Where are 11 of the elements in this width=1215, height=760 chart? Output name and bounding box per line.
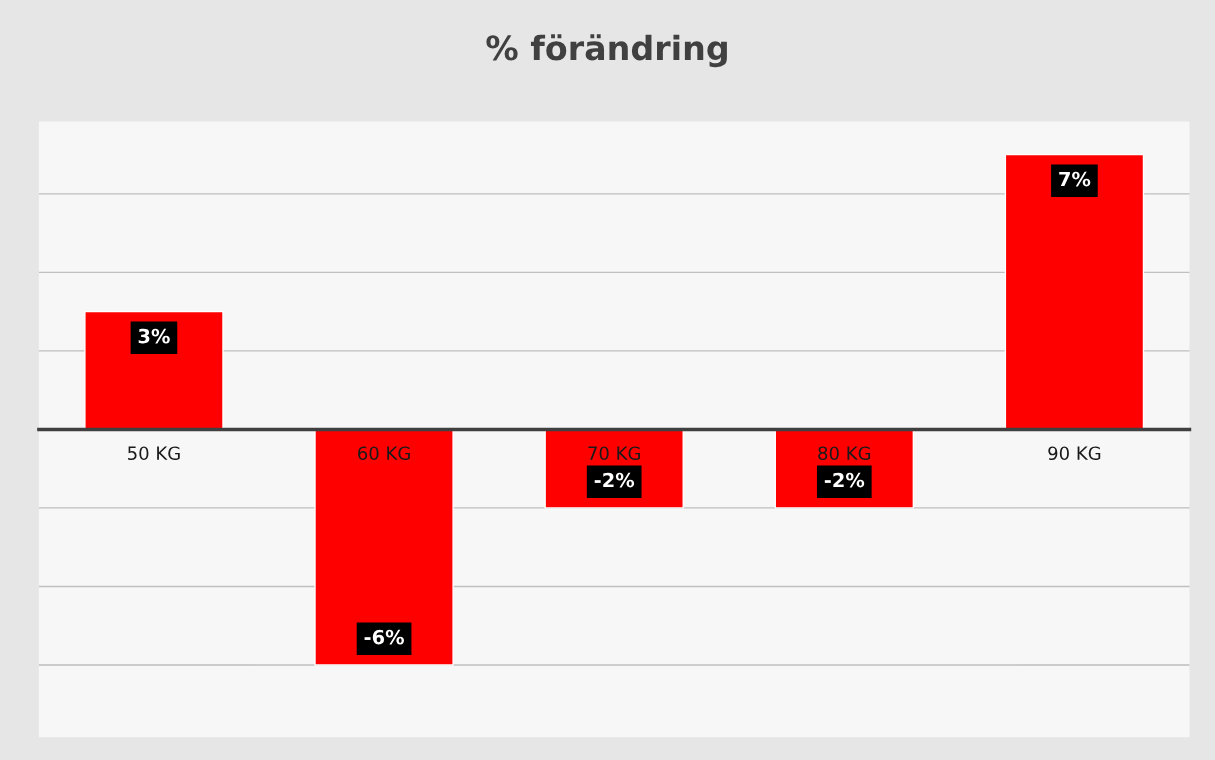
- data-label: 3%: [138, 328, 170, 344]
- x-tick-label: 50 KG: [128, 446, 180, 461]
- x-tick-label: 70 KG: [588, 446, 640, 461]
- x-tick-label: 90 KG: [1048, 446, 1101, 461]
- x-tick-label: 80 KG: [818, 446, 871, 461]
- chart-title: % förändring: [486, 34, 727, 68]
- data-label: -2%: [594, 472, 635, 488]
- data-label: 7%: [1059, 171, 1091, 187]
- data-label: -6%: [364, 629, 404, 645]
- data-label: -2%: [824, 472, 865, 488]
- x-tick-label: 60 KG: [358, 446, 410, 461]
